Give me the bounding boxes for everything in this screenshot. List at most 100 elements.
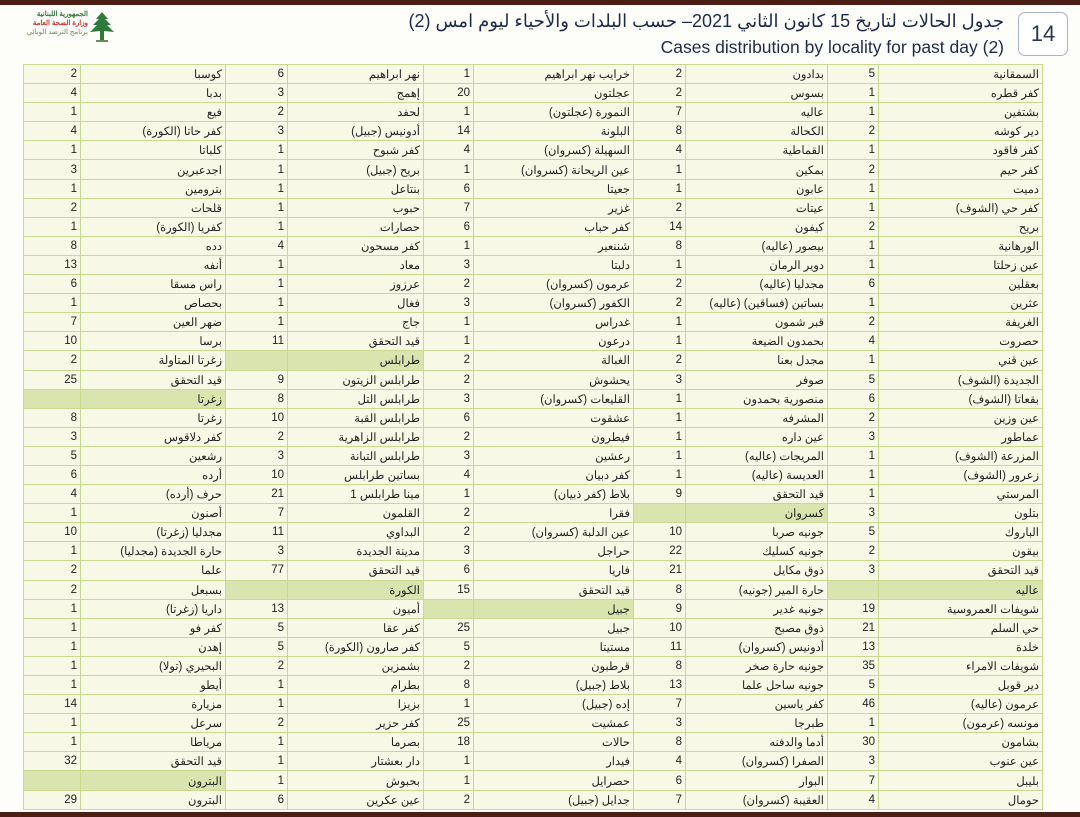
case-count-cell: 11 xyxy=(225,522,288,543)
locality-name-cell: البحيري (تولا) xyxy=(80,655,226,677)
locality-name-cell: جعيتا xyxy=(473,178,634,199)
locality-name-cell: طرابلس التبانة xyxy=(287,445,424,466)
locality-name-cell: بصرما xyxy=(287,732,424,753)
case-count-cell: 13 xyxy=(225,598,288,619)
locality-name-cell: كفريا (الكورة) xyxy=(80,216,226,237)
case-count-cell: 2 xyxy=(827,312,879,333)
case-count-cell: 1 xyxy=(633,312,686,333)
table-row: 1 بترومين 1 بنتاعل 6 جعيتا 1 عابون 1 دميت xyxy=(23,178,1043,199)
locality-name-cell: بزيزا xyxy=(287,694,424,715)
case-count-cell: 2 xyxy=(23,579,81,600)
case-count-cell: 2 xyxy=(633,197,686,218)
locality-name-cell: مجدليا (زغرتا) xyxy=(80,522,226,543)
table-row: 3 كفر دلاقوس 2 طرابلس الزاهرية 2 فيطرون 1 عين د… xyxy=(23,426,1043,447)
case-count-cell: 3 xyxy=(23,159,81,180)
section-heading-cell: الكورة xyxy=(287,579,424,600)
locality-name-cell: السمقانية xyxy=(878,63,1043,85)
locality-name-cell: كفر دبيان xyxy=(473,464,634,486)
case-count-cell: 8 xyxy=(23,407,81,428)
locality-name-cell: طرابلس التل xyxy=(287,388,424,409)
cases-table: 2 كوسبا 6 نهر ابراهيم 1 خرايب نهر ابراهيم 2 بدا… xyxy=(23,63,1043,810)
case-count-cell: 1 xyxy=(23,732,81,753)
table-row: 4 كفر حاتا (الكورة) 3 أدونيس (جبيل) 14 البلون… xyxy=(23,121,1043,142)
case-count-cell: 1 xyxy=(423,770,474,791)
case-count-cell: 1 xyxy=(633,178,686,199)
case-count-cell: 25 xyxy=(423,713,474,734)
locality-name-cell: بليبل xyxy=(878,770,1043,791)
table-row: 1 فيع 2 لحفد 1 النمورة (عجلتون) 7 عاليه 1 بشتفين xyxy=(23,102,1043,123)
case-count-cell: 6 xyxy=(423,216,474,237)
case-count-cell: 6 xyxy=(225,63,288,85)
locality-name-cell: مجدليا (عاليه) xyxy=(685,274,828,295)
locality-name-cell: شننعير xyxy=(473,235,634,256)
locality-name-cell: عين زحلتا xyxy=(878,254,1043,276)
table-row: 1 داريا (زغرتا) 13 أميون جبيل 9 جونيه غدير 19 شو… xyxy=(23,598,1043,619)
table-row: 1 سرعل 2 كفر حزير 25 عمشيت 3 طبرجا 1 مونسه (عرمون… xyxy=(23,713,1043,734)
case-count-cell: 77 xyxy=(225,560,288,581)
case-count-cell: 5 xyxy=(225,617,288,638)
case-count-cell: 29 xyxy=(23,789,81,810)
case-count-cell: 1 xyxy=(827,83,879,104)
locality-name-cell: حارة الجديدة (مجدليا) xyxy=(80,541,226,562)
locality-name-cell: علما xyxy=(80,560,226,581)
locality-name-cell: طرابلس القبة xyxy=(287,407,424,428)
locality-name-cell: قيد التحقق xyxy=(287,331,424,352)
locality-name-cell: بسوس xyxy=(685,83,828,104)
title-english: Cases distribution by locality for past … xyxy=(660,37,1004,57)
case-count-cell: 1 xyxy=(827,178,879,199)
case-count-cell: 1 xyxy=(225,216,288,237)
locality-name-cell: بيصور (عاليه) xyxy=(685,235,828,256)
locality-name-cell: خرايب نهر ابراهيم xyxy=(473,63,634,85)
case-count-cell: 1 xyxy=(423,102,474,123)
locality-name-cell: بريح (جبيل) xyxy=(287,159,424,180)
case-count-cell: 3 xyxy=(423,254,474,276)
locality-name-cell: عرمون (كسروان) xyxy=(473,274,634,295)
locality-name-cell: قيد التحقق xyxy=(287,560,424,581)
case-count-cell: 3 xyxy=(423,445,474,466)
case-count-cell: 1 xyxy=(225,159,288,180)
locality-name-cell: زعرور (الشوف) xyxy=(878,464,1043,486)
case-count-cell: 5 xyxy=(827,63,879,85)
top-band xyxy=(0,0,1080,5)
locality-name-cell: الغريفة xyxy=(878,312,1043,333)
table-row: 1 كفريا (الكورة) 1 حصارات 6 كفر حباب 14 كيفون 2 ب… xyxy=(23,216,1043,237)
case-count-cell: 4 xyxy=(423,140,474,161)
locality-name-cell: حالات xyxy=(473,732,634,753)
locality-name-cell: البلونة xyxy=(473,121,634,142)
locality-name-cell: مدينة الجديدة xyxy=(287,541,424,562)
case-count-cell: 7 xyxy=(23,312,81,333)
case-count-cell: 1 xyxy=(827,140,879,161)
table-row: 1 حارة الجديدة (مجدليا) 3 مدينة الجديدة 3 حرا… xyxy=(23,541,1043,562)
case-count-cell: 3 xyxy=(827,751,879,772)
case-count-cell: 20 xyxy=(423,83,474,104)
case-count-cell: 2 xyxy=(827,159,879,180)
locality-name-cell: بيقون xyxy=(878,541,1043,562)
locality-name-cell: البترون xyxy=(80,789,226,810)
case-count-cell: 10 xyxy=(225,407,288,428)
case-count-cell: 2 xyxy=(423,369,474,390)
locality-name-cell: قرطبون xyxy=(473,655,634,677)
locality-name-cell: بريح xyxy=(878,216,1043,237)
case-count-cell: 6 xyxy=(423,407,474,428)
case-count-cell: 4 xyxy=(225,235,288,256)
locality-name-cell: بساتين طرابلس xyxy=(287,464,424,486)
locality-name-cell: زغرتا المتاولة xyxy=(80,350,226,371)
case-count-cell: 7 xyxy=(225,503,288,524)
locality-name-cell: النمورة (عجلتون) xyxy=(473,102,634,123)
section-heading-cell: كسروان xyxy=(685,503,828,524)
locality-name-cell: كوسبا xyxy=(80,63,226,85)
locality-name-cell: أنفه xyxy=(80,254,226,276)
case-count-cell: 1 xyxy=(827,235,879,256)
locality-name-cell: الغبالة xyxy=(473,350,634,371)
case-count-cell: 25 xyxy=(23,369,81,390)
section-heading-cell: عاليه xyxy=(878,579,1043,600)
table-row: 1 بحصاص 1 فغال 3 الكفور (كسروان) 2 بساتين (فساق… xyxy=(23,293,1043,314)
locality-name-cell: يحشوش xyxy=(473,369,634,390)
locality-name-cell: بسبعل xyxy=(80,579,226,600)
case-count-cell: 1 xyxy=(423,331,474,352)
locality-name-cell: راس مسقا xyxy=(80,274,226,295)
locality-name-cell: دلبتا xyxy=(473,254,634,276)
locality-name-cell: أصنون xyxy=(80,503,226,524)
locality-name-cell: مجدل بعنا xyxy=(685,350,828,371)
table-row: 1 إهدن 5 كفر صارون (الكورة) 5 مستيتا 11 أدونيس … xyxy=(23,636,1043,657)
